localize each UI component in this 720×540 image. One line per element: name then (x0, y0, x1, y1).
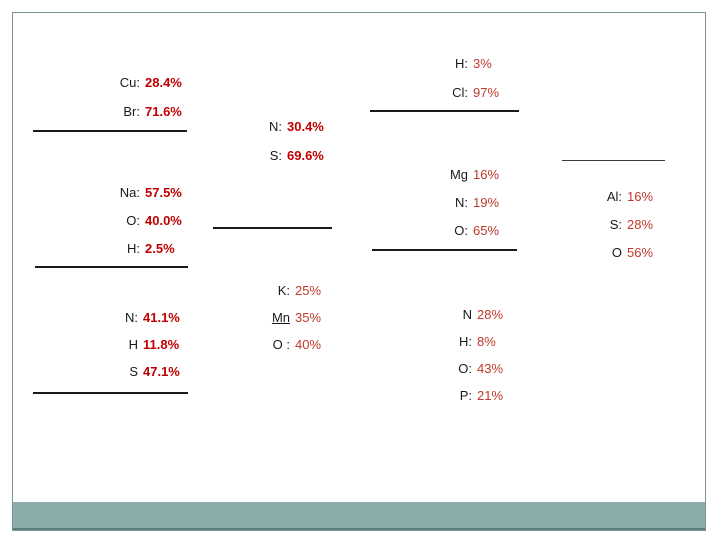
element-label: S: (269, 148, 282, 163)
element-percent-row: O 56% (588, 239, 653, 267)
element-label: Al: (606, 189, 622, 204)
percent-value: 28% (477, 307, 504, 322)
slide-footer-band (13, 502, 705, 530)
percent-value: 35% (295, 310, 322, 325)
element-percent-row: Cl: 97% (434, 78, 499, 107)
element-label: S: (609, 217, 622, 232)
answer-blank-line (370, 110, 519, 112)
percent-value: 41.1% (143, 310, 180, 325)
element-label: K: (277, 283, 290, 298)
element-percent-row: Mg 16% (434, 161, 499, 189)
element-percent-row: Na: 57.5% (106, 179, 182, 207)
problem-group-na-o-h: Na: 57.5% O: 40.0% H: 2.5% (106, 179, 182, 263)
percent-value: 28% (627, 217, 654, 232)
element-percent-row: H: 3% (434, 49, 499, 78)
element-percent-row: K: 25% (256, 277, 321, 304)
percent-value: 16% (473, 167, 500, 182)
element-label: H: (455, 56, 468, 71)
problem-group-mg-n-o: Mg 16% N: 19% O: 65% (434, 161, 499, 245)
percent-value: 43% (477, 361, 504, 376)
element-percent-row: Cu: 28.4% (106, 68, 182, 97)
percent-value: 19% (473, 195, 500, 210)
element-percent-row: H: 2.5% (106, 235, 182, 263)
percent-value: 2.5% (145, 241, 175, 256)
percent-value: 65% (473, 223, 500, 238)
percent-value: 16% (627, 189, 654, 204)
element-label: H (128, 337, 138, 352)
element-percent-row: O: 65% (434, 217, 499, 245)
percent-value: 30.4% (287, 119, 324, 134)
element-label: H: (459, 334, 472, 349)
element-label: N: (269, 119, 282, 134)
percent-value: 40.0% (145, 213, 182, 228)
problem-group-k-mn-o: K: 25% Mn 35% O : 40% (256, 277, 321, 358)
element-percent-row: S 47.1% (104, 358, 180, 385)
element-label: N: (455, 195, 468, 210)
element-percent-row: S: 28% (588, 211, 653, 239)
element-percent-row: S: 69.6% (248, 141, 324, 170)
problem-group-al-s-o: Al: 16% S: 28% O 56% (588, 183, 653, 267)
answer-blank-line (33, 130, 187, 132)
element-label: H: (127, 241, 140, 256)
element-percent-row: H: 8% (438, 328, 503, 355)
percent-value: 11.8% (143, 337, 180, 352)
element-percent-row: N: 19% (434, 189, 499, 217)
element-label: Na: (119, 185, 140, 200)
element-label: Br: (123, 104, 140, 119)
percent-value: 3% (473, 56, 492, 71)
percent-value: 71.6% (145, 104, 182, 119)
element-percent-row: N 28% (438, 301, 503, 328)
element-percent-row: N: 30.4% (248, 112, 324, 141)
element-label: Cl: (452, 85, 468, 100)
element-label: O : (272, 337, 290, 352)
element-label: Mn (271, 310, 290, 325)
element-percent-row: O: 40.0% (106, 207, 182, 235)
percent-value: 56% (627, 245, 654, 260)
problem-group-n-h-o-p: N 28% H: 8% O: 43% P: 21% (438, 301, 503, 409)
percent-value: 57.5% (145, 185, 182, 200)
element-label: O: (458, 361, 472, 376)
answer-blank-line (213, 227, 332, 229)
element-label: N: (125, 310, 138, 325)
element-label: P: (459, 388, 472, 403)
answer-blank-line (35, 266, 188, 268)
answer-blank-line (562, 160, 665, 161)
percent-value: 97% (473, 85, 500, 100)
percent-value: 69.6% (287, 148, 324, 163)
percent-value: 47.1% (143, 364, 180, 379)
element-percent-row: O : 40% (256, 331, 321, 358)
percent-value: 21% (477, 388, 504, 403)
element-percent-row: Mn 35% (256, 304, 321, 331)
element-percent-row: N: 41.1% (104, 304, 180, 331)
element-label: O: (454, 223, 468, 238)
element-percent-row: Al: 16% (588, 183, 653, 211)
element-label: N (462, 307, 472, 322)
element-percent-row: O: 43% (438, 355, 503, 382)
element-label: Mg (449, 167, 468, 182)
element-label: S (129, 364, 138, 379)
answer-blank-line (33, 392, 188, 394)
problem-group-h-cl: H: 3% Cl: 97% (434, 49, 499, 107)
problem-group-cu-br: Cu: 28.4% Br: 71.6% (106, 68, 182, 126)
element-label: Cu: (119, 75, 140, 90)
element-percent-row: H 11.8% (104, 331, 180, 358)
answer-blank-line (372, 249, 517, 251)
problem-group-n-s: N: 30.4% S: 69.6% (248, 112, 324, 170)
problem-group-n-h-s: N: 41.1% H 11.8% S 47.1% (104, 304, 180, 385)
percent-value: 40% (295, 337, 322, 352)
percent-value: 25% (295, 283, 322, 298)
element-label: O (611, 245, 622, 260)
percent-value: 8% (477, 334, 496, 349)
element-label: O: (126, 213, 140, 228)
element-percent-row: P: 21% (438, 382, 503, 409)
slide-content-box (12, 12, 706, 531)
element-percent-row: Br: 71.6% (106, 97, 182, 126)
percent-value: 28.4% (145, 75, 182, 90)
